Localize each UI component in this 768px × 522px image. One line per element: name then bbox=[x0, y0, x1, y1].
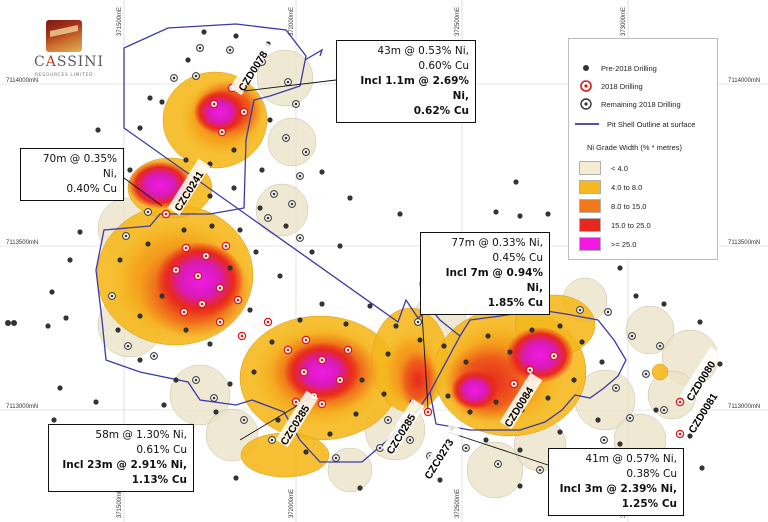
legend-item-pre2018: Pre-2018 Drilling bbox=[579, 61, 657, 75]
intercept-callout-czd0084: 41m @ 0.57% Ni, 0.38% Cu Incl 3m @ 2.39%… bbox=[548, 448, 684, 516]
intercept-callout-czd0078: 43m @ 0.53% Ni, 0.60% Cu Incl 1.1m @ 2.6… bbox=[336, 40, 476, 123]
legend-class-1: < 4.0 bbox=[579, 161, 628, 175]
callout-highlight: Incl 1.1m @ 2.69% Ni, bbox=[360, 75, 469, 102]
legend-swatch bbox=[579, 237, 601, 251]
remaining-2018-drill-holes bbox=[108, 44, 668, 474]
callout-line: 43m @ 0.53% Ni, bbox=[377, 45, 469, 57]
callout-highlight: Incl 7m @ 0.94% Ni, bbox=[445, 267, 543, 294]
legend-class-5: >= 25.0 bbox=[579, 237, 636, 251]
northing-label-right: 7113000mN bbox=[728, 404, 760, 410]
callout-line: 0.60% Cu bbox=[418, 60, 469, 72]
callout-highlight: 1.25% Cu bbox=[621, 498, 677, 510]
callout-highlight: 0.62% Cu bbox=[413, 105, 469, 117]
callout-line: 58m @ 1.30% Ni, bbox=[95, 429, 187, 441]
easting-label-top: 373000mE bbox=[621, 7, 627, 36]
legend-label: 15.0 to 25.0 bbox=[611, 220, 651, 230]
northing-label-left: 7113500mN bbox=[6, 240, 38, 246]
northing-label-right: 7113500mN bbox=[728, 240, 760, 246]
legend-label: < 4.0 bbox=[611, 163, 628, 173]
callout-line: 77m @ 0.33% Ni, bbox=[451, 237, 543, 249]
easting-label-bottom: 372000mE bbox=[289, 489, 295, 518]
northing-label-left: 7113000mN bbox=[6, 404, 38, 410]
legend-label: 4.0 to 8.0 bbox=[611, 182, 643, 192]
drill-2018-holes bbox=[161, 83, 685, 439]
northing-label-left: 7114000mN bbox=[6, 78, 38, 84]
logo-wordmark: CASSINI bbox=[34, 54, 105, 70]
legend-label: 8.0 to 15.0 bbox=[611, 201, 647, 211]
callout-line: 41m @ 0.57% Ni, bbox=[585, 453, 677, 465]
legend-label: Pre-2018 Drilling bbox=[601, 63, 657, 73]
callout-line: 70m @ 0.35% Ni, bbox=[42, 153, 117, 180]
legend-item-2018: 2018 Drilling bbox=[579, 79, 643, 93]
legend-class-2: 4.0 to 8.0 bbox=[579, 180, 642, 194]
easting-label-bottom: 372500mE bbox=[455, 489, 461, 518]
map-legend: Pre-2018 Drilling 2018 Drilling Remainin… bbox=[568, 38, 718, 260]
intercept-callout-czc0241: 70m @ 0.35% Ni, 0.40% Cu bbox=[20, 148, 124, 201]
legend-class-4: 15.0 to 25.0 bbox=[579, 218, 651, 232]
logo-mark-icon bbox=[46, 20, 82, 52]
legend-swatch bbox=[579, 199, 601, 213]
pit-shell-line-icon bbox=[575, 117, 599, 131]
legend-swatch bbox=[579, 218, 601, 232]
legend-class-3: 8.0 to 15.0 bbox=[579, 199, 646, 213]
callout-line: 0.40% Cu bbox=[66, 183, 117, 195]
callout-highlight: Incl 3m @ 2.39% Ni, bbox=[559, 483, 677, 495]
legend-item-pitshell: Pit Shell Outline at surface bbox=[575, 117, 695, 131]
legend-label: 2018 Drilling bbox=[601, 81, 643, 91]
callout-line: 0.45% Cu bbox=[492, 252, 543, 264]
northing-label-right: 7114000mN bbox=[728, 78, 760, 84]
easting-label-top: 372500mE bbox=[455, 7, 461, 36]
legend-item-remaining: Remaining 2018 Drilling bbox=[579, 97, 681, 111]
remaining-ring-icon bbox=[579, 97, 593, 111]
easting-label-top: 371500mE bbox=[117, 7, 123, 36]
cassini-logo: CASSINI RESOURCES LIMITED bbox=[34, 20, 114, 82]
logo-subtitle: RESOURCES LIMITED bbox=[35, 73, 94, 78]
callout-highlight: 1.13% Cu bbox=[131, 474, 187, 486]
easting-label-bottom: 371500mE bbox=[117, 489, 123, 518]
legend-label: Pit Shell Outline at surface bbox=[607, 119, 696, 129]
pre2018-dot-icon bbox=[579, 61, 593, 75]
legend-label: >= 25.0 bbox=[611, 239, 637, 249]
legend-swatch bbox=[579, 161, 601, 175]
easting-label-top: 372000mE bbox=[289, 7, 295, 36]
legend-swatch bbox=[579, 180, 601, 194]
callout-highlight: Incl 23m @ 2.91% Ni, bbox=[62, 459, 187, 471]
callout-line: 0.38% Cu bbox=[626, 468, 677, 480]
legend-label: Remaining 2018 Drilling bbox=[601, 99, 681, 109]
callout-line: 0.61% Cu bbox=[136, 444, 187, 456]
drill-2018-ring-icon bbox=[579, 79, 593, 93]
intercept-callout-czc0285: 58m @ 1.30% Ni, 0.61% Cu Incl 23m @ 2.91… bbox=[48, 424, 194, 492]
callout-highlight: 1.85% Cu bbox=[487, 297, 543, 309]
legend-grade-title: Ni Grade Width (% * metres) bbox=[587, 143, 683, 152]
intercept-callout-czc0273: 77m @ 0.33% Ni, 0.45% Cu Incl 7m @ 0.94%… bbox=[420, 232, 550, 315]
